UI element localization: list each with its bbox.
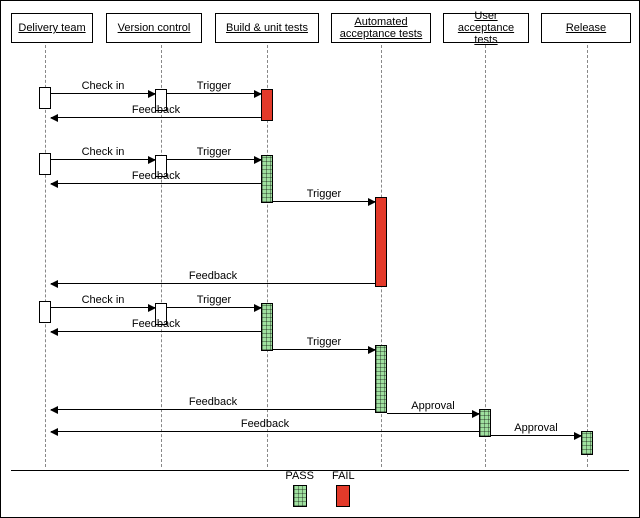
message-arrow: Trigger — [273, 349, 375, 350]
message-label: Trigger — [195, 146, 233, 158]
lane-header-label: Release — [566, 22, 606, 34]
lane-header-label: Build & unit tests — [226, 22, 308, 34]
activation-delivery — [39, 87, 51, 109]
activation-build — [261, 303, 273, 351]
message-label: Check in — [80, 294, 127, 306]
message-arrow: Feedback — [51, 283, 375, 284]
lane-header-build: Build & unit tests — [215, 13, 319, 43]
activation-aat — [375, 345, 387, 413]
activation-delivery — [39, 153, 51, 175]
legend: PASS FAIL — [1, 470, 639, 507]
message-arrow: Check in — [51, 159, 155, 160]
activation-uat — [479, 409, 491, 437]
legend-pass-label: PASS — [285, 470, 314, 482]
message-arrow: Check in — [51, 93, 155, 94]
lane-header-label: Delivery team — [18, 22, 85, 34]
legend-fail-label: FAIL — [332, 470, 355, 482]
message-arrow: Trigger — [167, 307, 261, 308]
lane-header-label: Automated acceptance tests — [336, 16, 426, 40]
message-label: Approval — [512, 422, 559, 434]
message-arrow: Check in — [51, 307, 155, 308]
message-label: Trigger — [195, 294, 233, 306]
activation-build — [261, 155, 273, 203]
activation-aat — [375, 197, 387, 287]
message-label: Check in — [80, 146, 127, 158]
activation-build — [261, 89, 273, 121]
legend-item-pass: PASS — [285, 470, 314, 507]
message-arrow: Approval — [387, 413, 479, 414]
message-label: Feedback — [130, 104, 182, 116]
message-arrow: Feedback — [51, 331, 261, 332]
message-arrow: Trigger — [273, 201, 375, 202]
message-arrow: Feedback — [51, 183, 261, 184]
message-label: Feedback — [130, 170, 182, 182]
lane-header-label: User acceptance tests — [448, 10, 524, 46]
lane-header-delivery: Delivery team — [11, 13, 93, 43]
message-label: Feedback — [239, 418, 291, 430]
lane-header-release: Release — [541, 13, 631, 43]
lane-header-uat: User acceptance tests — [443, 13, 529, 43]
message-label: Trigger — [305, 336, 343, 348]
legend-pass-swatch — [293, 485, 307, 507]
sequence-diagram: PASS FAIL Delivery team Version control Bu… — [0, 0, 640, 518]
message-arrow: Feedback — [51, 117, 261, 118]
message-label: Trigger — [305, 188, 343, 200]
message-label: Approval — [409, 400, 456, 412]
message-label: Feedback — [130, 318, 182, 330]
message-arrow: Trigger — [167, 159, 261, 160]
activation-delivery — [39, 301, 51, 323]
lifeline-uat — [485, 45, 486, 467]
lane-header-label: Version control — [118, 22, 191, 34]
activation-release — [581, 431, 593, 455]
message-label: Check in — [80, 80, 127, 92]
message-arrow: Feedback — [51, 409, 375, 410]
message-label: Feedback — [187, 270, 239, 282]
message-arrow: Feedback — [51, 431, 479, 432]
legend-fail-swatch — [336, 485, 350, 507]
message-label: Trigger — [195, 80, 233, 92]
message-arrow: Approval — [491, 435, 581, 436]
lane-header-vcs: Version control — [106, 13, 202, 43]
message-arrow: Trigger — [167, 93, 261, 94]
legend-item-fail: FAIL — [332, 470, 355, 507]
lane-header-aat: Automated acceptance tests — [331, 13, 431, 43]
message-label: Feedback — [187, 396, 239, 408]
lifeline-release — [587, 45, 588, 467]
